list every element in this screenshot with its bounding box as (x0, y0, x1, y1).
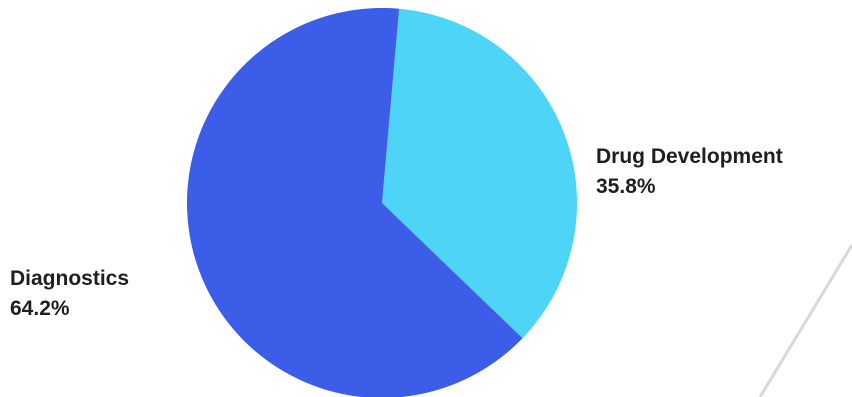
pie-slice-drug-development (382, 8, 577, 339)
slice-label-percent: 35.8% (596, 175, 656, 198)
slice-label-name: Diagnostics (10, 267, 130, 290)
decorative-diagonal-line (758, 244, 852, 397)
slice-label-drug-development: Drug Development 35.8% (596, 142, 783, 202)
slice-label-percent: 64.2% (10, 297, 70, 320)
pie-slice-diagnostics (187, 8, 523, 397)
slice-label-name: Drug Development (596, 145, 783, 168)
pie-slices (187, 8, 577, 397)
slice-label-diagnostics: Diagnostics 64.2% (10, 264, 129, 324)
